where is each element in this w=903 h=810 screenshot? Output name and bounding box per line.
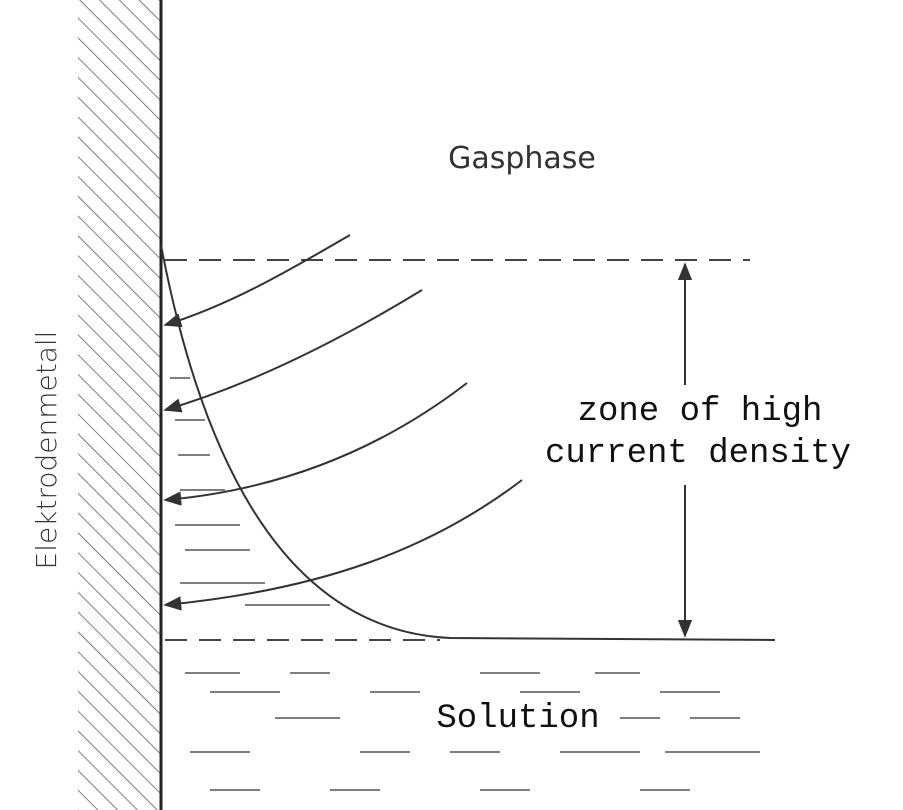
solution-label: Solution xyxy=(436,700,599,738)
electrode-hatch xyxy=(78,0,160,810)
current-lines xyxy=(163,234,523,611)
gas-label: Gasphase xyxy=(448,141,596,176)
liquid-dashes xyxy=(170,377,760,791)
zone-label-line: zone of high xyxy=(578,393,823,431)
meniscus xyxy=(160,244,776,641)
electrode-label: Elektrodenmetall xyxy=(30,331,63,570)
zone-label-line: current density xyxy=(545,435,851,473)
